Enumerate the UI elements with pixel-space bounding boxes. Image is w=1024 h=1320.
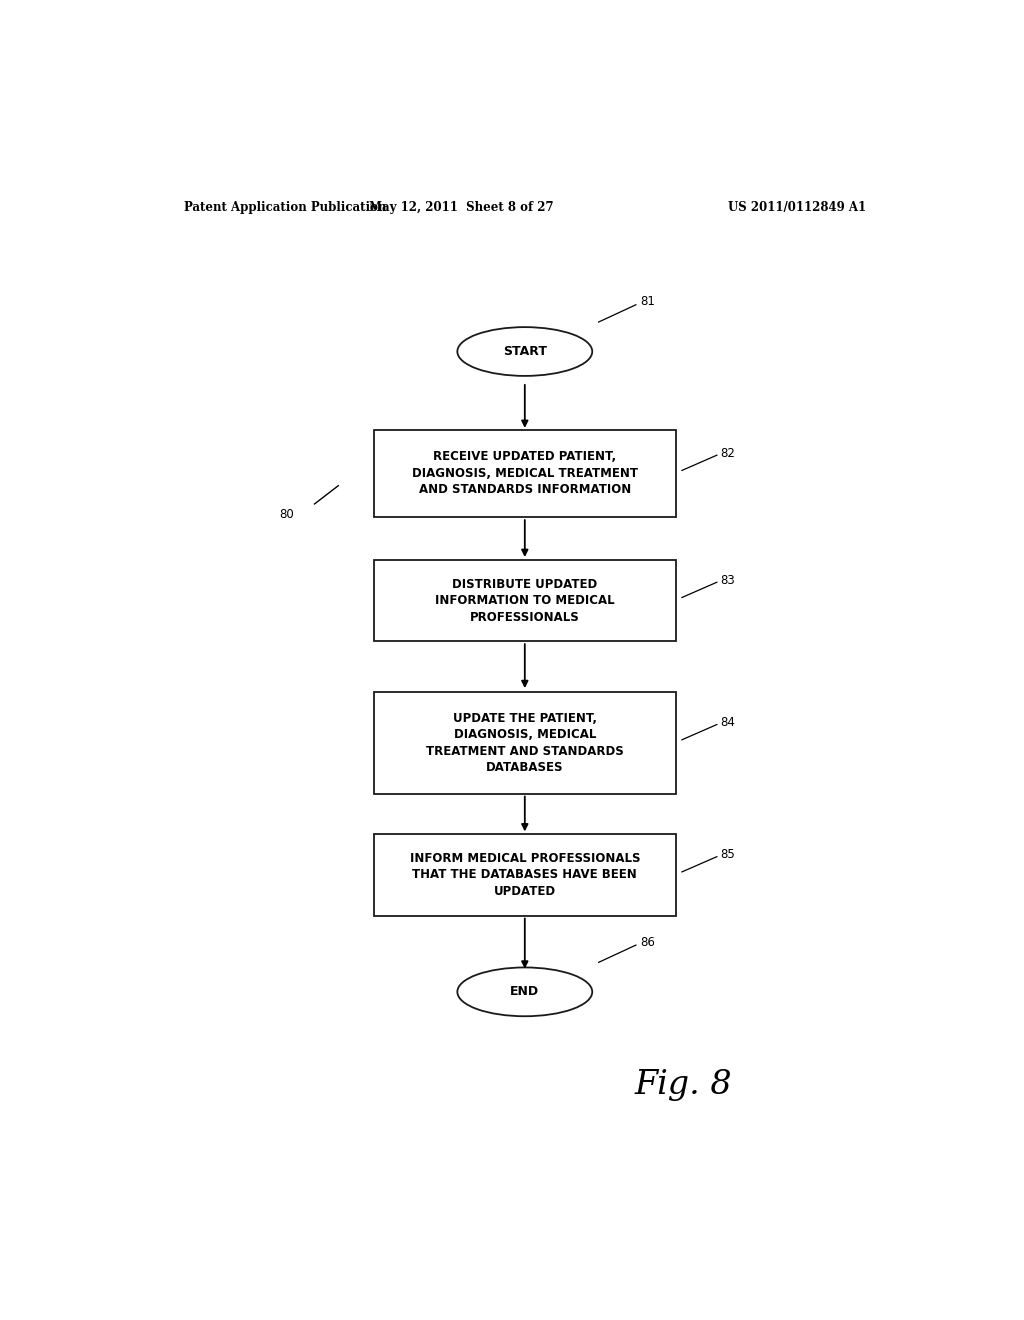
Text: START: START [503, 345, 547, 358]
Ellipse shape [458, 327, 592, 376]
Text: May 12, 2011  Sheet 8 of 27: May 12, 2011 Sheet 8 of 27 [369, 201, 554, 214]
Text: UPDATE THE PATIENT,
DIAGNOSIS, MEDICAL
TREATMENT AND STANDARDS
DATABASES: UPDATE THE PATIENT, DIAGNOSIS, MEDICAL T… [426, 711, 624, 774]
FancyBboxPatch shape [374, 692, 676, 793]
Text: Patent Application Publication: Patent Application Publication [183, 201, 386, 214]
Text: 82: 82 [720, 446, 735, 459]
FancyBboxPatch shape [374, 430, 676, 516]
Text: 80: 80 [280, 508, 294, 520]
Text: 83: 83 [720, 574, 735, 586]
Text: 85: 85 [720, 849, 735, 861]
Text: 84: 84 [720, 715, 735, 729]
Text: 86: 86 [640, 936, 654, 949]
Text: 81: 81 [640, 296, 654, 308]
Text: INFORM MEDICAL PROFESSIONALS
THAT THE DATABASES HAVE BEEN
UPDATED: INFORM MEDICAL PROFESSIONALS THAT THE DA… [410, 851, 640, 898]
Text: US 2011/0112849 A1: US 2011/0112849 A1 [728, 201, 866, 214]
Text: END: END [510, 985, 540, 998]
Text: RECEIVE UPDATED PATIENT,
DIAGNOSIS, MEDICAL TREATMENT
AND STANDARDS INFORMATION: RECEIVE UPDATED PATIENT, DIAGNOSIS, MEDI… [412, 450, 638, 496]
Ellipse shape [458, 968, 592, 1016]
FancyBboxPatch shape [374, 834, 676, 916]
Text: Fig. 8: Fig. 8 [635, 1069, 732, 1101]
Text: DISTRIBUTE UPDATED
INFORMATION TO MEDICAL
PROFESSIONALS: DISTRIBUTE UPDATED INFORMATION TO MEDICA… [435, 578, 614, 623]
FancyBboxPatch shape [374, 560, 676, 642]
